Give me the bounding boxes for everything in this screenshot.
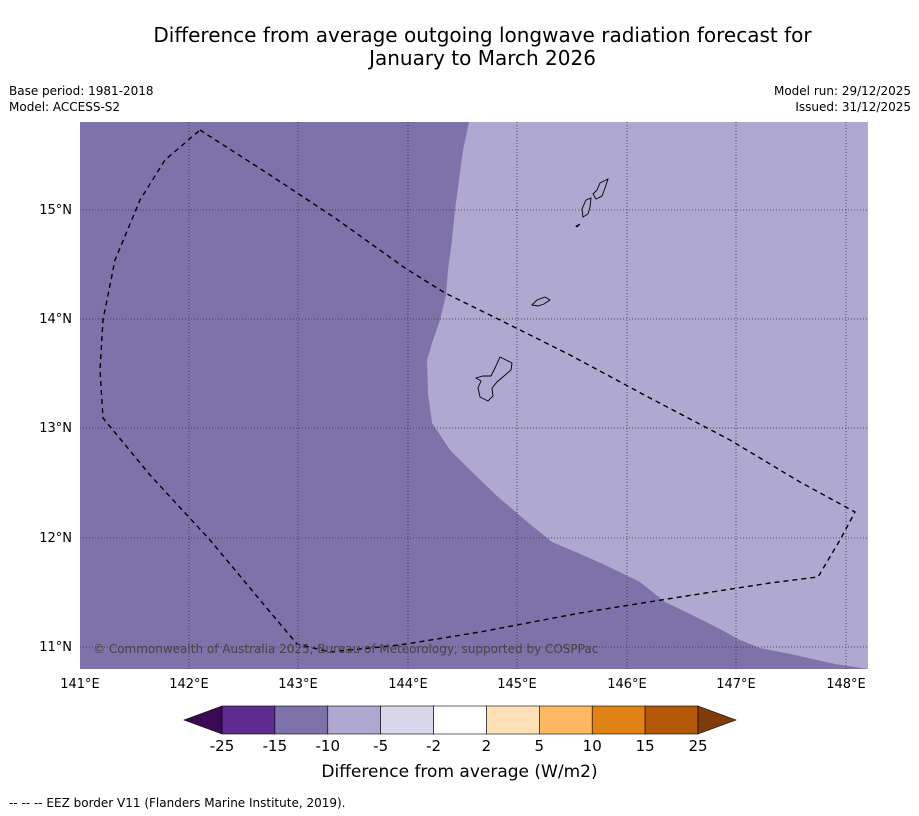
colorbar-tick-label: -5 xyxy=(373,737,388,755)
island-guam xyxy=(474,356,513,402)
model-name: Model: ACCESS-S2 xyxy=(9,100,121,114)
island-aguijan xyxy=(575,223,581,228)
colorbar-segment xyxy=(591,705,646,735)
lon-tick-145: 145°E xyxy=(497,677,537,692)
zone-light xyxy=(427,122,868,669)
grid-lines xyxy=(80,122,868,669)
colorbar-tick-label: -25 xyxy=(210,737,235,755)
lon-tick-146: 146°E xyxy=(607,677,647,692)
colorbar-tick-label: -2 xyxy=(426,737,441,755)
lon-ticks: 141°E 142°E 143°E 144°E 145°E 146°E 147°… xyxy=(60,677,866,692)
colorbar-segment xyxy=(274,705,329,735)
issued-date: Issued: 31/12/2025 xyxy=(795,100,911,114)
copyright-text: © Commonwealth of Australia 2025, Bureau… xyxy=(93,642,598,656)
colorbar-segment xyxy=(539,705,593,735)
lon-tick-142: 142°E xyxy=(169,677,209,692)
meta-left: Base period: 1981-2018 Model: ACCESS-S2 xyxy=(9,83,154,115)
lat-tick-15: 15°N xyxy=(39,203,72,218)
lat-tick-11: 11°N xyxy=(39,640,72,655)
colorbar-tick-label: 25 xyxy=(688,737,707,755)
island-rota xyxy=(531,296,551,307)
colorbar-tick-label: 5 xyxy=(535,737,545,755)
island-tinian xyxy=(581,197,592,218)
eez-border xyxy=(99,129,856,653)
colorbar-label: Difference from average (W/m2) xyxy=(321,762,598,782)
lat-tick-13: 13°N xyxy=(39,421,72,436)
colorbar-segment xyxy=(433,705,487,735)
colorbar-tick-label: 10 xyxy=(583,737,602,755)
model-run: Model run: 29/12/2025 xyxy=(773,84,911,98)
map-figure: © Commonwealth of Australia 2025, Bureau… xyxy=(39,122,868,755)
title-line-1: Difference from average outgoing longwav… xyxy=(153,23,812,47)
colorbar-segment xyxy=(221,705,276,735)
lat-tick-14: 14°N xyxy=(39,312,72,327)
lat-tick-12: 12°N xyxy=(39,531,72,546)
lon-tick-147: 147°E xyxy=(716,677,756,692)
meta-right: Model run: 29/12/2025 Issued: 31/12/2025 xyxy=(774,83,911,115)
chart-title: Difference from average outgoing longwav… xyxy=(0,24,919,70)
colorbar-extend-high xyxy=(697,705,737,735)
lon-tick-143: 143°E xyxy=(278,677,318,692)
colorbar-segment xyxy=(380,705,434,735)
lon-tick-148: 148°E xyxy=(826,677,866,692)
lon-tick-141: 141°E xyxy=(60,677,100,692)
lat-ticks: 15°N 14°N 13°N 12°N 11°N xyxy=(39,203,72,655)
lon-tick-144: 144°E xyxy=(388,677,428,692)
title-line-2: January to March 2026 xyxy=(369,46,596,70)
colorbar-tick-label: -15 xyxy=(263,737,288,755)
colorbar-extend-low xyxy=(183,705,223,735)
colorbar-tick-label: -10 xyxy=(316,737,341,755)
colorbar-tick-label: 2 xyxy=(482,737,492,755)
colorbar: -25 -15 -10 -5 -2 2 5 10 15 25 xyxy=(183,705,737,755)
island-saipan xyxy=(592,178,609,200)
island-coastlines xyxy=(474,178,609,402)
base-period: Base period: 1981-2018 xyxy=(9,84,154,98)
colorbar-tick-label: 15 xyxy=(636,737,655,755)
colorbar-segment xyxy=(644,705,699,735)
colorbar-segment xyxy=(486,705,540,735)
colorbar-segment xyxy=(327,705,381,735)
footer-legend: -- -- -- EEZ border V11 (Flanders Marine… xyxy=(9,796,346,810)
